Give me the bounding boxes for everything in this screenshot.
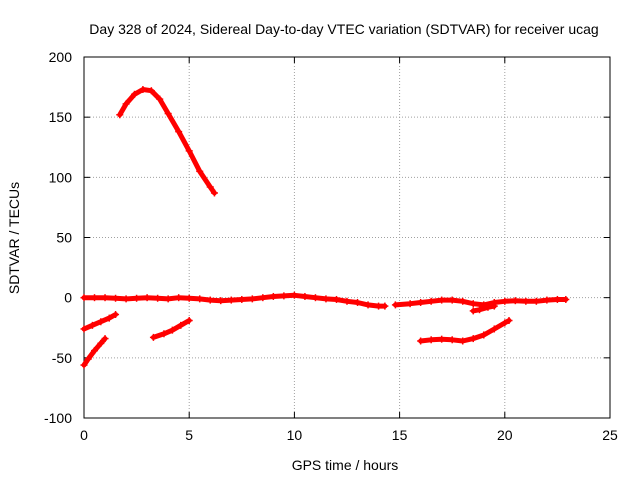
series-line — [418, 318, 512, 344]
data-series — [80, 85, 570, 369]
series-arc-high — [116, 85, 218, 197]
series-arc-low-d — [417, 317, 513, 345]
x-axis-label: GPS time / hours — [292, 457, 399, 473]
series-arc-zero-a — [80, 291, 389, 310]
x-tick-label: 15 — [392, 427, 408, 443]
y-tick-label: 150 — [49, 109, 73, 125]
x-tick-label: 5 — [185, 427, 193, 443]
y-tick-label: -100 — [44, 410, 72, 426]
y-axis-label: SDTVAR / TECUs — [6, 182, 22, 294]
series-arc-low-a — [80, 311, 120, 333]
axis-ticks — [83, 56, 611, 419]
y-tick-label: 200 — [49, 49, 73, 65]
x-tick-label: 10 — [287, 427, 303, 443]
chart-title: Day 328 of 2024, Sidereal Day-to-day VTE… — [89, 21, 598, 37]
x-tick-label: 20 — [497, 427, 513, 443]
x-tick-labels: 0 5 10 15 20 25 — [80, 427, 618, 443]
x-tick-label: 25 — [602, 427, 618, 443]
series-arc-low-c — [149, 317, 193, 341]
series-line — [117, 87, 217, 196]
y-tick-labels: -100 -50 0 50 100 150 200 — [44, 49, 72, 426]
x-tick-label: 0 — [80, 427, 88, 443]
grid-lines — [84, 57, 610, 418]
series-line — [150, 318, 192, 340]
y-tick-label: 100 — [49, 169, 73, 185]
y-tick-label: -50 — [52, 350, 72, 366]
series-arc-dip-short — [469, 302, 498, 315]
y-tick-label: 0 — [64, 290, 72, 306]
series-arc-low-b — [80, 335, 109, 369]
y-tick-label: 50 — [56, 230, 72, 246]
